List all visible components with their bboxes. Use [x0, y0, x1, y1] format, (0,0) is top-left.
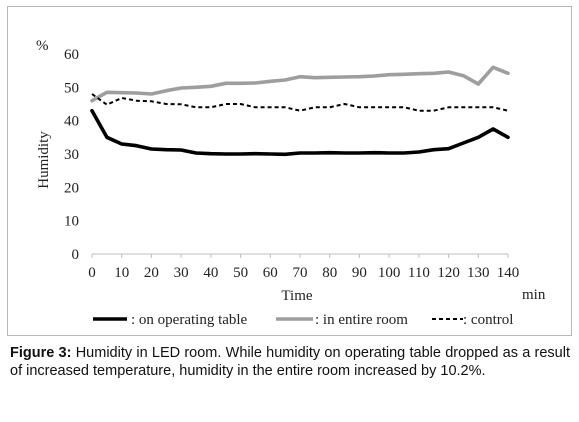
y-axis-title: Humidity — [36, 131, 52, 189]
x-tick-label: 40 — [203, 265, 218, 281]
y-tick-label: 30 — [64, 147, 79, 163]
y-tick-label: 20 — [64, 180, 79, 196]
caption-label: Figure 3: — [10, 345, 72, 361]
x-tick-label: 90 — [352, 265, 367, 281]
x-tick-label: 20 — [144, 265, 159, 281]
series-layer — [90, 65, 510, 157]
y-tick-label: 0 — [72, 247, 80, 263]
x-tick-label: 130 — [467, 265, 490, 281]
caption-text: Humidity in LED room. While humidity on … — [10, 345, 570, 379]
x-tick-label: 0 — [88, 265, 96, 281]
x-tick-label: 10 — [114, 265, 129, 281]
series-line-3 — [91, 93, 509, 112]
legend-label-3: : control — [463, 312, 513, 328]
x-tick-label: 110 — [408, 265, 430, 281]
y-axis-unit: % — [36, 38, 49, 54]
y-tick-label: 40 — [64, 114, 79, 130]
x-tick-label: 80 — [322, 265, 337, 281]
x-tick-label: 50 — [233, 265, 248, 281]
series-line-2 — [90, 65, 510, 103]
y-axis-ticks: 0 10 20 30 40 50 60 — [64, 47, 79, 263]
figure-caption: Figure 3: Humidity in LED room. While hu… — [10, 344, 570, 380]
legend: : on operating table : in entire room : co… — [93, 312, 513, 328]
x-tick-label: 30 — [174, 265, 189, 281]
series-line-1 — [90, 108, 510, 157]
y-tick-label: 60 — [64, 47, 79, 63]
x-tick-label: 60 — [263, 265, 278, 281]
x-axis-title: Time — [281, 288, 312, 304]
y-tick-label: 50 — [64, 80, 79, 96]
figure-frame — [7, 6, 572, 336]
x-tick-label: 100 — [378, 265, 401, 281]
legend-label-1: : on operating table — [131, 312, 248, 328]
x-axis-unit: min — [522, 287, 546, 303]
y-tick-label: 10 — [64, 214, 79, 230]
humidity-line-chart: 0 10 20 30 40 50 60 0 10 20 30 40 50 60 70 80 90 100 110 1… — [36, 38, 546, 328]
x-tick-label: 70 — [293, 265, 308, 281]
x-axis-ticks: 0 10 20 30 40 50 60 70 80 90 100 110 120 130 140 — [88, 254, 519, 281]
legend-label-2: : in entire room — [315, 312, 408, 328]
x-tick-label: 120 — [437, 265, 460, 281]
x-tick-label: 140 — [497, 265, 520, 281]
